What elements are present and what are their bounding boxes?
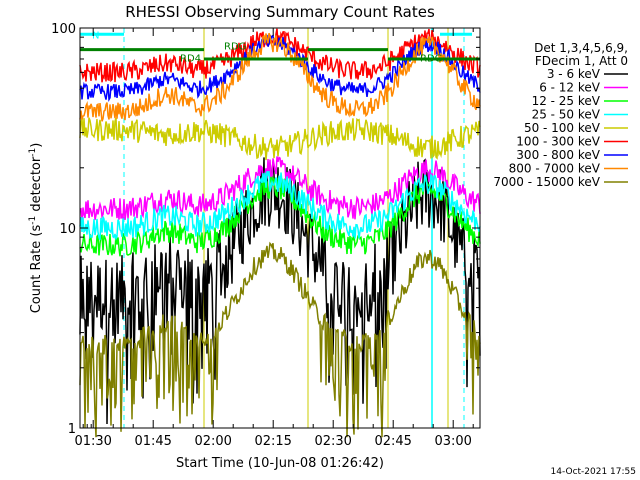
marker-label-1: RD4 xyxy=(180,53,201,64)
series-line-3 xyxy=(79,170,481,241)
x-axis: 01:30 01:45 02:00 02:15 02:30 02:45 03:00 xyxy=(74,28,474,449)
legend-label-0: 3 - 6 keV xyxy=(547,67,601,81)
legend: Det 1,3,4,5,6,9, FDecim 1, Att 0 3 - 6 k… xyxy=(493,41,628,189)
y-axis: 1 10 100 xyxy=(51,22,480,437)
legend-header-line-2: FDecim 1, Att 0 xyxy=(535,54,628,68)
legend-label-8: 7000 - 15000 keV xyxy=(493,175,600,189)
x-tick-label: 01:30 xyxy=(74,434,111,449)
series-line-8 xyxy=(79,241,481,438)
plot-frame xyxy=(79,27,481,429)
x-tick-label: 03:00 xyxy=(434,434,471,449)
x-axis-label: Start Time (10-Jun-08 01:26:42) xyxy=(176,456,384,471)
legend-label-6: 300 - 800 keV xyxy=(516,148,600,162)
legend-header-line-1: Det 1,3,4,5,6,9, xyxy=(534,41,628,55)
x-tick-label: 02:00 xyxy=(194,434,231,449)
legend-label-3: 25 - 50 keV xyxy=(532,108,601,122)
series-layer xyxy=(79,28,481,438)
annotation-layer: N RD4 RDG RDG xyxy=(80,30,480,64)
x-tick-label: 02:45 xyxy=(374,434,411,449)
series-line-6 xyxy=(79,34,481,102)
series-line-4 xyxy=(79,117,481,161)
y-axis-label: Count Rate (s-1 detector-1) xyxy=(28,143,44,314)
marker-label-2: RDG xyxy=(224,42,246,53)
legend-label-1: 6 - 12 keV xyxy=(539,81,601,95)
legend-label-2: 12 - 25 keV xyxy=(532,94,601,108)
x-tick-label: 02:30 xyxy=(314,434,351,449)
y-tick-label: 100 xyxy=(51,22,76,37)
chart-title: RHESSI Observing Summary Count Rates xyxy=(125,3,435,21)
x-tick-label: 01:45 xyxy=(134,434,171,449)
marker-label-3: RDG xyxy=(420,53,442,64)
series-line-1 xyxy=(79,156,481,221)
legend-label-7: 800 - 7000 keV xyxy=(509,162,601,176)
x-tick-label: 02:15 xyxy=(254,434,291,449)
legend-label-4: 50 - 100 keV xyxy=(524,121,601,135)
marker-label-0: N xyxy=(92,30,99,41)
legend-label-5: 100 - 300 keV xyxy=(516,135,600,149)
footer-date: 14-Oct-2021 17:55 xyxy=(551,467,636,477)
y-tick-label: 10 xyxy=(59,222,76,237)
y-tick-label: 1 xyxy=(68,422,76,437)
